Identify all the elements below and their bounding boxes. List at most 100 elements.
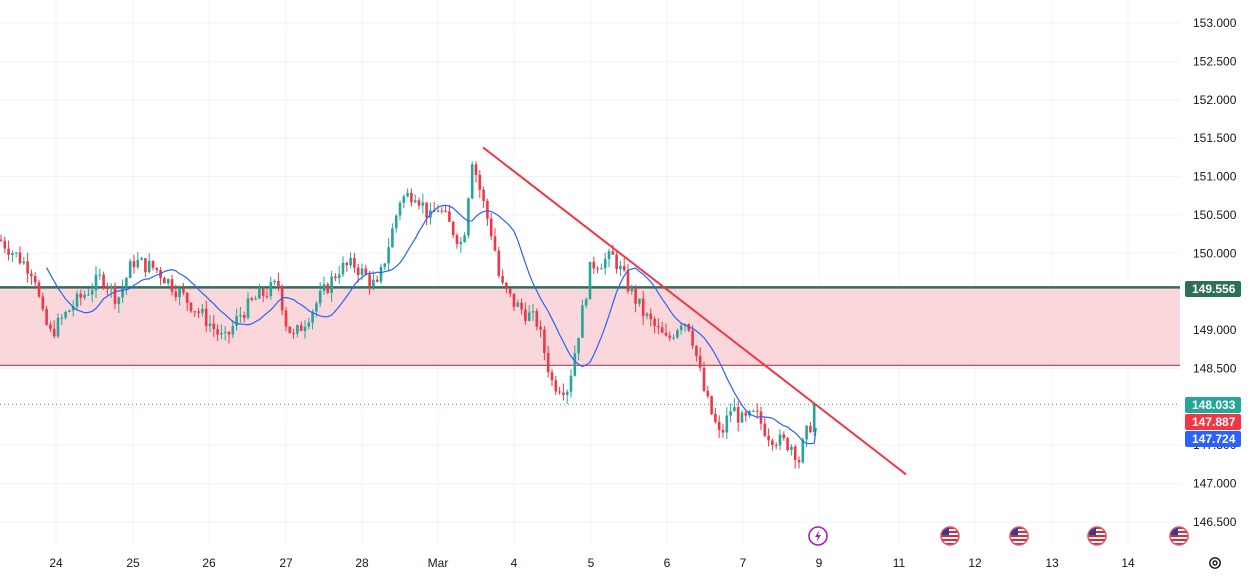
candle-bear[interactable] [52,320,56,339]
candle-bull[interactable] [125,276,128,295]
candle-bull[interactable] [372,271,375,291]
candle-bear[interactable] [41,292,45,312]
candle-bull[interactable] [729,403,732,423]
candle-bear[interactable] [163,276,166,284]
candle-bear[interactable] [132,254,136,274]
candle-bear[interactable] [106,282,109,296]
candle-bull[interactable] [337,265,341,284]
candle-bear[interactable] [261,287,265,302]
candle-bear[interactable] [714,407,717,424]
candle-bull[interactable] [269,276,273,300]
candle-bull[interactable] [398,200,402,221]
candle-bear[interactable] [554,376,558,396]
candle-bull[interactable] [790,444,793,456]
price-label-badge[interactable]: 147.724 [1185,431,1241,447]
candle-bull[interactable] [11,250,14,263]
candle-bear[interactable] [562,383,565,401]
candle-bear[interactable] [486,198,489,226]
candle-bull[interactable] [223,326,227,341]
candle-bear[interactable] [505,281,508,294]
candle-bull[interactable] [231,319,235,339]
candle-bull[interactable] [436,204,440,213]
candle-bear[interactable] [558,386,561,395]
candle-bear[interactable] [375,275,379,283]
candle-bull[interactable] [341,256,345,277]
candle-bull[interactable] [75,290,79,311]
candle-bear[interactable] [174,284,178,302]
candle-bear[interactable] [185,292,189,311]
candle-bull[interactable] [128,258,132,279]
candle-bear[interactable] [641,291,645,326]
candle-bull[interactable] [349,252,352,269]
candle-bear[interactable] [182,282,185,296]
candle-bull[interactable] [394,214,398,233]
price-axis[interactable]: 153.000 152.500 152.000 151.500 151.000 150.5… [1183,0,1256,545]
candle-bear[interactable] [425,202,428,226]
candle-bear[interactable] [493,228,497,252]
candle-bull[interactable] [121,279,124,303]
candle-bear[interactable] [520,298,523,315]
candle-bear[interactable] [664,323,668,337]
candle-bull[interactable] [812,404,816,437]
candle-bear[interactable] [7,240,10,261]
candle-bear[interactable] [356,264,360,283]
candle-bear[interactable] [79,289,83,306]
candle-bear[interactable] [649,308,653,327]
candle-bear[interactable] [265,289,269,299]
us-flag-icon[interactable] [1009,526,1029,546]
price-label-badge[interactable]: 149.556 [1185,281,1241,297]
candle-bear[interactable] [744,410,748,422]
candle-bear[interactable] [546,345,550,378]
candle-bear[interactable] [197,307,200,318]
candle-bull[interactable] [679,323,683,335]
candle-bear[interactable] [451,220,455,239]
us-flag-icon[interactable] [1169,526,1189,546]
candle-bear[interactable] [280,284,284,315]
candle-bear[interactable] [543,325,546,361]
candle-bear[interactable] [763,416,767,438]
candle-bear[interactable] [326,282,330,295]
candle-bull[interactable] [778,429,782,451]
candle-bull[interactable] [201,304,204,317]
candle-bull[interactable] [64,310,67,320]
time-axis[interactable]: 24 25 26 27 28 Mar 4 5 6 7 9 11 12 13 14 [49,556,1135,570]
candle-bear[interactable] [691,325,694,349]
candle-bear[interactable] [410,188,413,207]
candle-bear[interactable] [155,267,159,274]
settings-button[interactable] [1205,553,1225,573]
candle-bear[interactable] [30,269,33,285]
candle-bull[interactable] [531,303,535,322]
candle-bear[interactable] [284,306,288,332]
candle-bear[interactable] [189,302,193,313]
candle-bear[interactable] [501,269,504,285]
price-label-badge[interactable]: 148.033 [1185,397,1241,413]
candle-bull[interactable] [22,256,26,265]
candle-bear[interactable] [193,310,197,317]
candle-bear[interactable] [695,345,698,362]
candle-bear[interactable] [3,236,7,254]
candle-bull[interactable] [56,313,60,339]
candle-bear[interactable] [771,438,774,451]
candle-bull[interactable] [383,262,387,271]
candle-bear[interactable] [37,279,41,299]
candle-bear[interactable] [626,264,630,295]
candle-bull[interactable] [235,308,238,331]
candle-bull[interactable] [208,315,212,333]
candle-bull[interactable] [87,287,90,296]
candle-bull[interactable] [296,324,299,338]
candle-bull[interactable] [645,311,649,320]
candle-bear[interactable] [657,318,660,335]
candle-bull[interactable] [391,223,394,248]
candle-bull[interactable] [588,261,592,300]
candle-bull[interactable] [90,283,94,303]
candle-bull[interactable] [254,295,257,300]
candle-bear[interactable] [353,252,356,273]
candle-bull[interactable] [387,238,390,271]
candle-bear[interactable] [227,331,231,344]
candle-bear[interactable] [345,261,349,272]
candle-bear[interactable] [596,266,599,274]
candle-bear[interactable] [721,423,725,438]
candle-bull[interactable] [630,284,634,295]
candle-bull[interactable] [672,334,675,341]
candle-bull[interactable] [467,197,470,239]
